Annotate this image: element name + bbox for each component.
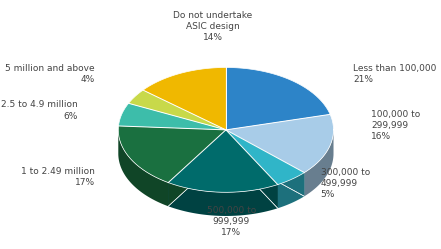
Polygon shape xyxy=(118,126,226,183)
Text: 1 to 2.49 million
17%: 1 to 2.49 million 17% xyxy=(21,167,95,187)
Polygon shape xyxy=(168,130,278,192)
Polygon shape xyxy=(226,130,304,185)
Polygon shape xyxy=(304,130,333,196)
Polygon shape xyxy=(143,67,226,130)
Text: 2.5 to 4.9 million
6%: 2.5 to 4.9 million 6% xyxy=(0,100,78,121)
Polygon shape xyxy=(118,130,168,206)
Polygon shape xyxy=(226,130,304,196)
Text: Do not undertake
ASIC design
14%: Do not undertake ASIC design 14% xyxy=(173,11,253,42)
Text: 100,000 to
299,999
16%: 100,000 to 299,999 16% xyxy=(371,110,420,141)
Polygon shape xyxy=(226,67,330,130)
Polygon shape xyxy=(226,130,278,208)
Polygon shape xyxy=(128,90,226,130)
Polygon shape xyxy=(226,130,278,208)
Text: 5 million and above
4%: 5 million and above 4% xyxy=(5,64,95,84)
Polygon shape xyxy=(119,103,226,130)
Polygon shape xyxy=(168,130,226,206)
Polygon shape xyxy=(278,173,304,208)
Polygon shape xyxy=(168,130,226,206)
Polygon shape xyxy=(168,183,278,216)
Polygon shape xyxy=(226,114,333,173)
Text: 500,000 to
999,999
17%: 500,000 to 999,999 17% xyxy=(207,206,256,237)
Text: 300,000 to
499,999
5%: 300,000 to 499,999 5% xyxy=(321,168,370,199)
Polygon shape xyxy=(226,130,304,196)
Text: Less than 100,000
21%: Less than 100,000 21% xyxy=(353,64,436,84)
